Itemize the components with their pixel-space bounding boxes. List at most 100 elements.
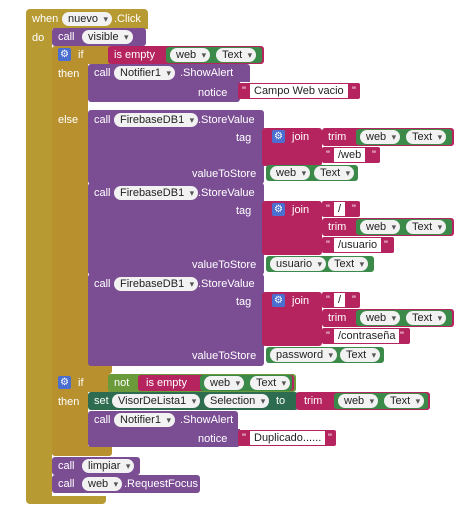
call-label: call xyxy=(58,31,75,43)
join-gear-icon-1[interactable]: ⚙ xyxy=(272,130,285,143)
set-label: set xyxy=(94,395,109,407)
text-dropdown-value1[interactable]: Text xyxy=(314,166,355,180)
web-dropdown-trim1[interactable]: web xyxy=(360,130,401,144)
limpiar-dropdown[interactable]: limpiar xyxy=(82,459,135,473)
else-label: else xyxy=(58,114,79,126)
text-prop-dropdown[interactable]: Text xyxy=(216,48,257,62)
call-label-sv1: call xyxy=(94,114,111,126)
call-label-notifier: call xyxy=(94,67,111,79)
if-spine xyxy=(52,64,88,376)
selection-dropdown[interactable]: Selection xyxy=(204,394,270,408)
notifier-dropdown-2[interactable]: Notifier1 xyxy=(114,413,175,427)
storevalue-label-1: .StoreValue xyxy=(198,114,255,126)
call-label-limpiar: call xyxy=(58,460,75,472)
if-label: if xyxy=(78,49,84,61)
text-dropdown-trim2[interactable]: Text xyxy=(406,220,447,234)
quote: " xyxy=(326,294,330,306)
visor-dropdown[interactable]: VisorDeLista1 xyxy=(112,394,201,408)
then-label-2: then xyxy=(58,396,80,408)
slash-contrasena-text[interactable]: /contraseña xyxy=(334,329,400,343)
text-dropdown-usuario[interactable]: Text xyxy=(328,257,369,271)
visible-dropdown[interactable]: visible xyxy=(82,30,133,44)
call-label-sv2: call xyxy=(94,187,111,199)
notice-label-2: notice xyxy=(198,433,228,445)
web-dropdown-trim4[interactable]: web xyxy=(338,394,379,408)
web-dropdown-trim3[interactable]: web xyxy=(360,311,401,325)
quote: " xyxy=(352,203,356,215)
text-dropdown-password[interactable]: Text xyxy=(340,348,381,362)
text-dropdown-trim1[interactable]: Text xyxy=(406,130,447,144)
to-label: to xyxy=(276,395,286,407)
quote: " xyxy=(326,239,330,251)
tag-label-3: tag xyxy=(236,296,252,308)
text-dropdown-2[interactable]: Text xyxy=(250,376,291,390)
notifier-dropdown[interactable]: Notifier1 xyxy=(114,66,175,80)
slash-usuario-text[interactable]: /usuario xyxy=(334,238,382,252)
firebase-dropdown-2[interactable]: FirebaseDB1 xyxy=(114,186,199,200)
value-to-store-label-3: valueToStore xyxy=(192,350,257,362)
usuario-dropdown[interactable]: usuario xyxy=(270,257,327,271)
slash-text-1[interactable]: / xyxy=(334,202,346,216)
slash-text-2[interactable]: / xyxy=(334,293,346,307)
call-label-notifier-2: call xyxy=(94,414,111,426)
join-gear-icon-3[interactable]: ⚙ xyxy=(272,294,285,307)
when-label: when xyxy=(32,13,59,25)
trim-label-2: trim xyxy=(328,221,347,233)
tag-label-1: tag xyxy=(236,132,252,144)
web-dropdown-value1[interactable]: web xyxy=(270,166,311,180)
event-component-dropdown[interactable]: nuevo xyxy=(62,12,112,26)
value-to-store-label-2: valueToStore xyxy=(192,259,257,271)
quote: " xyxy=(326,330,330,342)
tag-label-2: tag xyxy=(236,205,252,217)
quote: " xyxy=(328,432,332,444)
trim-label-4: trim xyxy=(304,395,323,407)
if-not-spine xyxy=(52,392,88,454)
is-empty-label-2: is empty xyxy=(146,377,187,389)
slash-web-text[interactable]: /web xyxy=(334,148,366,162)
web-dropdown[interactable]: web xyxy=(170,48,211,62)
trim-label-1: trim xyxy=(328,131,347,143)
trim-label-3: trim xyxy=(328,312,347,324)
event-body-spine xyxy=(26,28,52,500)
storevalue-label-2: .StoreValue xyxy=(198,187,255,199)
request-focus-label: .RequestFocus xyxy=(124,478,198,490)
text-dropdown-trim4[interactable]: Text xyxy=(384,394,425,408)
event-bottom-cap xyxy=(26,496,106,504)
quote-close: " xyxy=(352,85,356,97)
quote: " xyxy=(352,294,356,306)
join-label-3: join xyxy=(292,295,310,307)
text-dropdown-trim3[interactable]: Text xyxy=(406,311,447,325)
if-not-bottom-cap xyxy=(52,446,112,456)
event-name-label: .Click xyxy=(114,13,141,25)
call-label-sv3: call xyxy=(94,278,111,290)
quote: " xyxy=(400,330,404,342)
join-gear-icon-2[interactable]: ⚙ xyxy=(272,203,285,216)
firebase-dropdown-3[interactable]: FirebaseDB1 xyxy=(114,277,199,291)
if-not-gear-icon[interactable]: ⚙ xyxy=(58,376,71,389)
if-label-2: if xyxy=(78,377,84,389)
quote-open: " xyxy=(242,85,246,97)
quote: " xyxy=(242,432,246,444)
notifier-showalert-body xyxy=(88,82,240,102)
notifier-showalert-body-2 xyxy=(88,429,240,447)
quote: " xyxy=(326,203,330,215)
if-gear-icon[interactable]: ⚙ xyxy=(58,48,71,61)
duplicado-text[interactable]: Duplicado...... xyxy=(250,431,326,445)
password-dropdown[interactable]: password xyxy=(270,348,338,362)
join-label-1: join xyxy=(292,131,310,143)
join-label-2: join xyxy=(292,204,310,216)
quote: " xyxy=(372,149,376,161)
storevalue-label-3: .StoreValue xyxy=(198,278,255,290)
web-dropdown-focus[interactable]: web xyxy=(82,477,123,491)
then-label: then xyxy=(58,68,80,80)
firebase-dropdown-1[interactable]: FirebaseDB1 xyxy=(114,113,199,127)
quote: " xyxy=(326,149,330,161)
do-label: do xyxy=(32,32,45,44)
web-dropdown-2[interactable]: web xyxy=(204,376,245,390)
is-empty-label: is empty xyxy=(114,49,155,61)
web-dropdown-trim2[interactable]: web xyxy=(360,220,401,234)
showalert-label-2: .ShowAlert xyxy=(180,414,234,426)
campo-web-vacio-text[interactable]: Campo Web vacio xyxy=(250,84,348,98)
value-to-store-label-1: valueToStore xyxy=(192,168,257,180)
call-label-focus: call xyxy=(58,478,75,490)
